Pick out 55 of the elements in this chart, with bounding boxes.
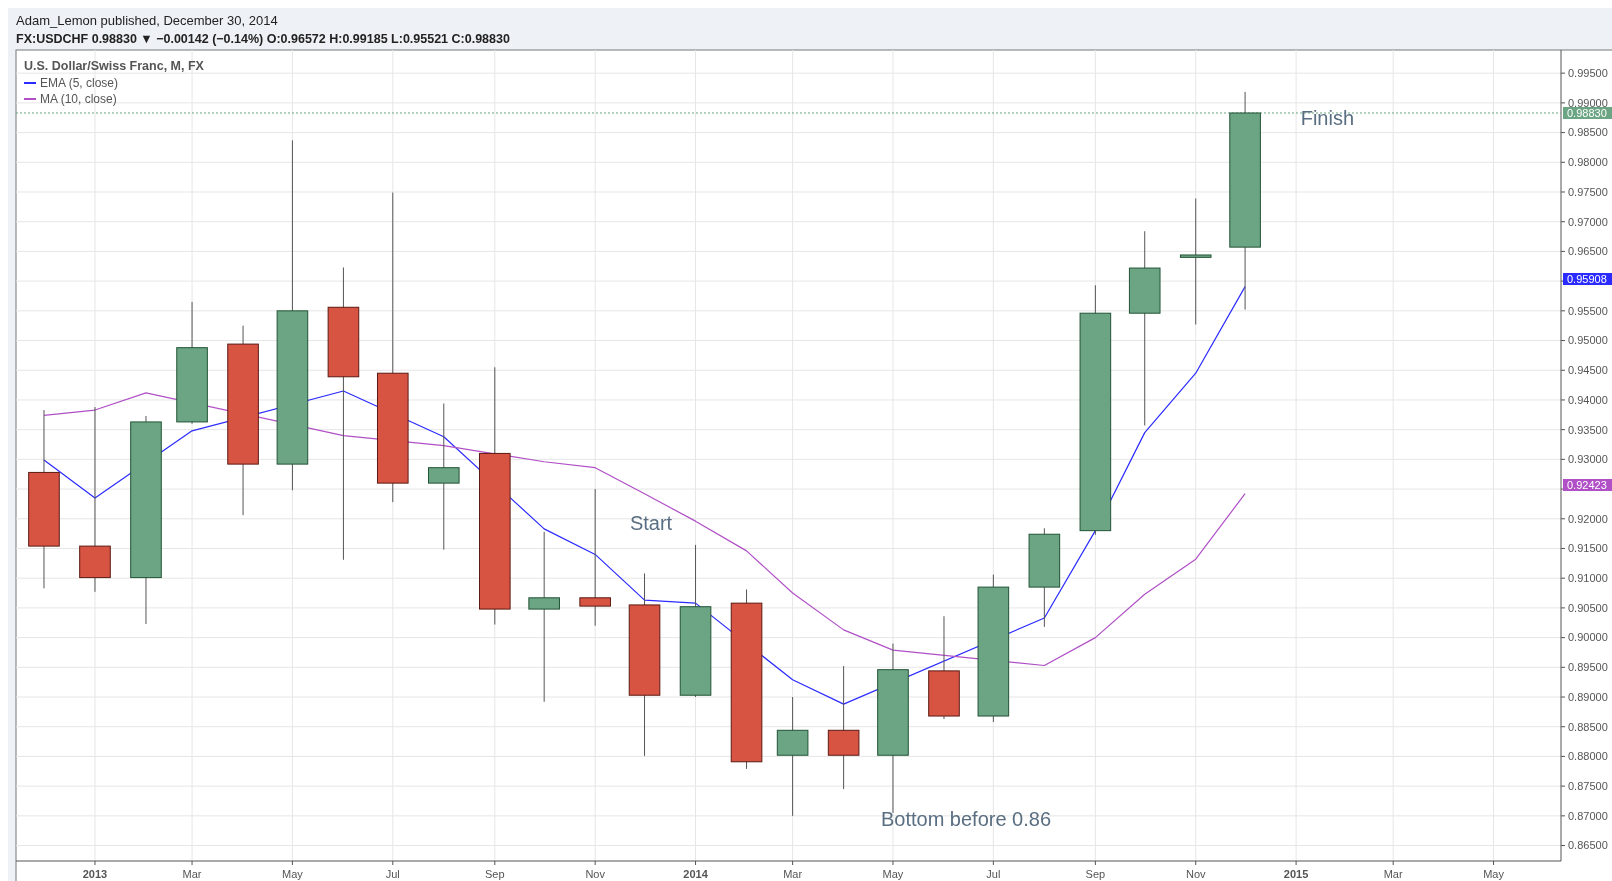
y-tick-label: 0.91000 — [1568, 572, 1608, 585]
y-tick-label: 0.89000 — [1568, 690, 1608, 703]
candlestick — [427, 403, 460, 551]
y-tick-label: 0.98500 — [1568, 126, 1608, 139]
x-tick-label: May — [282, 868, 304, 880]
legend-label: MA (10, close) — [40, 92, 117, 107]
x-tick-label: Jul — [385, 868, 400, 880]
x-tick-label: Mar — [182, 868, 202, 880]
y-tick-label: 0.98000 — [1568, 156, 1608, 169]
y-tick-label: 0.86500 — [1568, 839, 1608, 852]
y-tick-label: 0.90500 — [1568, 601, 1608, 614]
x-tick-label: Nov — [585, 868, 606, 880]
y-tick-label: 0.97000 — [1568, 215, 1608, 228]
y-tick-label: 0.88500 — [1568, 720, 1608, 733]
x-tick-label: Sep — [485, 868, 505, 880]
chart-subtitle: FX:USDCHF 0.98830 ▼ −0.00142 (−0.14%) O:0.96572 H:0.99185 L:0.95521 C:0.98830 — [16, 32, 510, 46]
x-tick-label: Mar — [1383, 868, 1403, 880]
text: U.S. Dollar/Swiss Franc, M, FX — [24, 59, 205, 73]
ref-line-label: 0.98830 — [1567, 106, 1607, 119]
y-tick-label: 0.90000 — [1568, 631, 1608, 644]
x-tick-label: 2014 — [683, 868, 709, 880]
y-tick-label: 0.92000 — [1568, 512, 1608, 525]
y-tick-label: 0.88000 — [1568, 750, 1608, 763]
x-tick-label: May — [882, 868, 904, 880]
y-tick-label: 0.99500 — [1568, 67, 1608, 80]
y-tick-label: 0.97500 — [1568, 185, 1608, 198]
y-tick-label: 0.96500 — [1568, 245, 1608, 258]
legend-label: EMA (5, close) — [40, 76, 119, 91]
x-tick-label: Jul — [986, 868, 1001, 880]
y-tick-label: 0.87000 — [1568, 809, 1608, 822]
x-tick-label: 2013 — [82, 868, 108, 880]
y-tick-label: 0.94000 — [1568, 393, 1608, 406]
text: Adam_Lemon published, December 30, 2014 — [16, 13, 278, 28]
annotation: Bottom before 0.86 — [880, 808, 1052, 830]
y-tick-label: 0.93000 — [1568, 453, 1608, 466]
y-tick-label: 0.99000 — [1568, 96, 1608, 109]
candlestick — [528, 531, 560, 703]
text: 0.92423 — [1567, 478, 1607, 491]
x-tick-label: Mar — [783, 868, 803, 880]
candlestick — [1179, 198, 1212, 325]
y-tick-label: 0.87500 — [1568, 779, 1608, 792]
x-tick-label: 2015 — [1283, 868, 1309, 880]
x-tick-label: May — [1483, 868, 1505, 880]
y-tick-label: 0.93500 — [1568, 423, 1608, 436]
text: 0.95908 — [1567, 272, 1607, 285]
x-tick-label: Sep — [1085, 868, 1106, 880]
y-tick-label: 0.95000 — [1568, 334, 1608, 347]
x-tick-label: Nov — [1185, 868, 1207, 880]
y-tick-label: 0.94500 — [1568, 364, 1608, 377]
annotation: Start — [629, 512, 673, 534]
candlestick — [579, 488, 611, 627]
y-tick-label: 0.95500 — [1568, 304, 1608, 317]
annotation: Finish — [1300, 106, 1355, 129]
y-tick-label: 0.91500 — [1568, 542, 1608, 555]
y-tick-label: 0.89500 — [1568, 661, 1608, 674]
